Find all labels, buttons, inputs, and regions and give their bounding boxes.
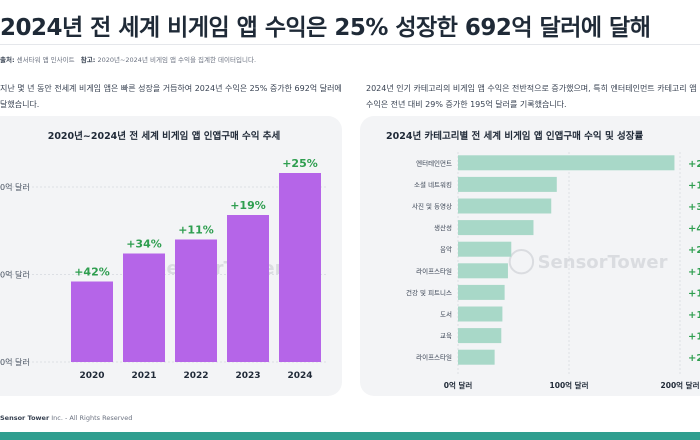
category-label: 소셜 네트워킹 bbox=[414, 180, 452, 189]
header-divider bbox=[0, 44, 700, 45]
x-tick-label: 0억 달러 bbox=[444, 380, 473, 390]
bar bbox=[458, 349, 495, 365]
growth-label: +34% bbox=[126, 238, 162, 251]
yearly-chart-title: 2020년~2024년 전 세계 비게임 앱 인앱구매 수익 추세 bbox=[47, 131, 281, 142]
category-revenue-chart: 0억 달러 100억 달러 200억 달러 SensorTower 엔터테인먼트 +2 소셜… bbox=[406, 152, 700, 390]
x-tick-label: 200억 달러 bbox=[661, 380, 700, 390]
growth-label: +1 bbox=[688, 332, 700, 343]
bar bbox=[458, 241, 512, 257]
page-title: 2024년 전 세계 비게임 앱 수익은 25% 성장한 692억 달러에 달해 bbox=[0, 15, 651, 41]
growth-label: +42% bbox=[74, 266, 110, 279]
category-label: 사진 및 동영상 bbox=[412, 202, 452, 211]
category-label: 엔터테인먼트 bbox=[416, 158, 452, 167]
x-tick-label: 2020 bbox=[79, 371, 104, 381]
bar bbox=[123, 253, 165, 362]
watermark-logo-icon bbox=[508, 249, 535, 275]
bar bbox=[227, 215, 269, 362]
footer-brand: Sensor Tower bbox=[0, 414, 50, 422]
x-tick-label: 100억 달러 bbox=[550, 380, 589, 390]
source-note: 출처: 센서타워 앱 인사이트 참고: 2020년~2024년 비게임 앱 수익… bbox=[0, 54, 256, 64]
footer-rights: Inc. - All Rights Reserved bbox=[51, 414, 133, 422]
note-text: 2020년~2024년 비게임 앱 수익을 집계한 데이터입니다. bbox=[97, 56, 257, 64]
growth-label: +1 bbox=[688, 267, 700, 278]
bar bbox=[458, 284, 505, 300]
growth-label: +2 bbox=[688, 353, 700, 364]
bar bbox=[458, 176, 557, 192]
growth-label: +1 bbox=[688, 310, 700, 321]
watermark-text: SensorTower bbox=[538, 252, 668, 273]
category-chart-title: 2024년 카테고리별 전 세계 비게임 앱 인앱구매 수익 및 성장률 bbox=[386, 131, 644, 142]
category-label: 음악 bbox=[440, 246, 452, 254]
left-description: 지난 몇 년 동안 전세계 비게임 앱은 빠른 성장을 거듭하여 2024년 수… bbox=[0, 84, 342, 109]
y-tick-label: 0억 달러 bbox=[0, 270, 30, 280]
growth-label: +2 bbox=[688, 245, 700, 256]
y-tick-label: 0억 달러 bbox=[0, 357, 30, 367]
bar bbox=[175, 239, 217, 362]
footer-accent-bar bbox=[0, 432, 700, 440]
growth-label: +25% bbox=[282, 157, 318, 170]
growth-label: +4 bbox=[688, 224, 700, 235]
category-label: 건강 및 피트니스 bbox=[406, 288, 452, 297]
growth-label: +1 bbox=[688, 180, 700, 191]
bar bbox=[458, 155, 675, 171]
note-label: 참고: bbox=[80, 56, 96, 64]
watermark: SensorTower bbox=[508, 249, 668, 275]
x-tick-label: 2024 bbox=[287, 371, 312, 381]
x-tick-label: 2021 bbox=[131, 371, 156, 381]
source-text: 센서타워 앱 인사이트 bbox=[16, 56, 75, 64]
category-label: 라이프스타일 bbox=[416, 353, 452, 362]
bar bbox=[279, 173, 321, 362]
growth-label: +1 bbox=[688, 288, 700, 299]
growth-label: +11% bbox=[178, 224, 214, 237]
bar bbox=[458, 198, 552, 214]
x-tick-label: 2022 bbox=[183, 371, 208, 381]
category-label: 도서 bbox=[440, 310, 452, 319]
x-tick-label: 2023 bbox=[235, 371, 260, 381]
bar bbox=[71, 281, 113, 362]
growth-label: +2 bbox=[688, 159, 700, 170]
growth-label: +3 bbox=[688, 202, 700, 213]
growth-label: +19% bbox=[230, 199, 266, 212]
right-description: 2024년 인기 카테고리의 비게임 앱 수익은 전반적으로 증가했으며, 특히… bbox=[366, 84, 697, 109]
yearly-revenue-chart-panel: 2020년~2024년 전 세계 비게임 앱 인앱구매 수익 추세 0억 달러 0… bbox=[0, 116, 342, 396]
bar bbox=[458, 306, 503, 322]
category-label: 라이프스타일 bbox=[416, 266, 452, 275]
category-revenue-chart-panel: 2024년 카테고리별 전 세계 비게임 앱 인앱구매 수익 및 성장률 0억 … bbox=[360, 116, 700, 396]
bar bbox=[458, 263, 508, 279]
category-label: 생산성 bbox=[434, 223, 452, 232]
footer-copyright: Sensor Tower Inc. - All Rights Reserved bbox=[0, 414, 132, 422]
source-label: 출처: bbox=[0, 56, 15, 64]
y-tick-label: 0억 달러 bbox=[0, 182, 30, 192]
category-label: 교육 bbox=[440, 332, 452, 340]
bar bbox=[458, 220, 534, 236]
bar bbox=[458, 328, 502, 344]
